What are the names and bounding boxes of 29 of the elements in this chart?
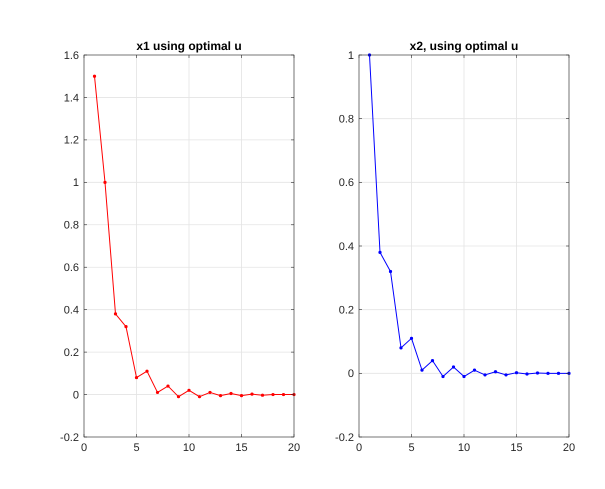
y-tick-label: 1.6 [64, 50, 79, 62]
y-tick-label: -0.2 [60, 432, 79, 444]
y-tick-label: 0.8 [64, 220, 79, 232]
y-tick-label: 0.2 [64, 346, 79, 359]
x-tick-label: 15 [235, 442, 248, 454]
x-tick-label: 20 [288, 442, 300, 454]
x-tick-label: 0 [80, 442, 88, 454]
chart-title: x1 using optimal u [136, 39, 242, 53]
x-tick-label: 20 [562, 442, 576, 454]
x-tick-label: 10 [458, 442, 470, 454]
y-tick-label: 0.6 [338, 177, 354, 190]
y-tick-label: 1.4 [64, 92, 79, 104]
x-tick-label: 0 [356, 442, 362, 454]
y-tick-label: 0.6 [64, 262, 79, 274]
y-tick-label: 0 [72, 389, 79, 402]
y-tick-label: 0.4 [64, 304, 79, 317]
y-tick-label: 0.4 [338, 240, 354, 253]
x-tick-label: 15 [510, 442, 523, 454]
x-tick-label: 5 [408, 442, 415, 454]
x-tick-label: 5 [133, 442, 140, 454]
y-tick-label: 1 [348, 50, 354, 62]
x-tick-label: 10 [182, 442, 196, 454]
y-tick-label: 0 [348, 368, 354, 380]
chart-title: x2, using optimal u [410, 39, 518, 53]
y-tick-label: 0.8 [338, 114, 354, 126]
y-tick-label: 0.2 [338, 304, 354, 317]
y-tick-label: 1 [72, 177, 79, 190]
y-tick-label: 1.2 [64, 134, 79, 147]
y-tick-label: -0.2 [335, 432, 354, 444]
